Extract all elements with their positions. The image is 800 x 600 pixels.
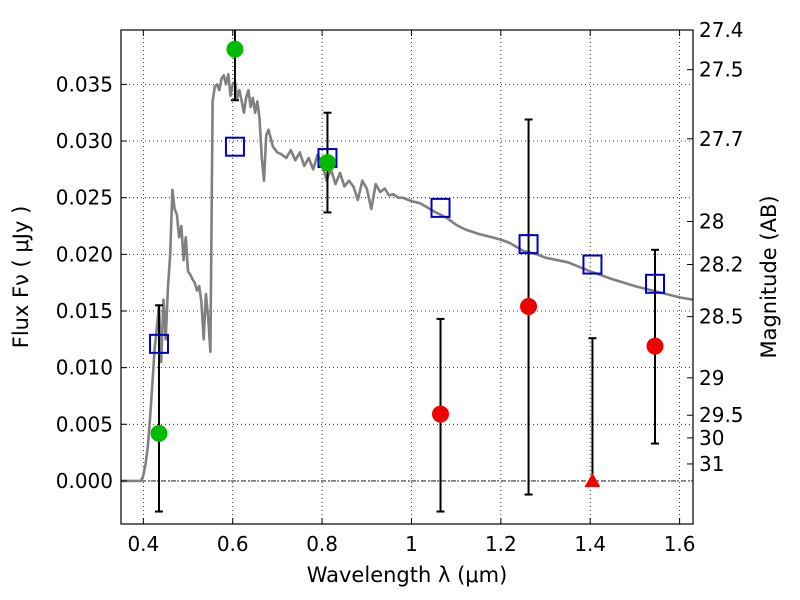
y2-tick-label: 29.5 xyxy=(699,403,744,427)
y-tick-label: 0.005 xyxy=(56,412,113,436)
x-tick-label: 1.2 xyxy=(485,532,517,556)
x-tick-label: 0.6 xyxy=(217,532,249,556)
y2-tick-label: 28.5 xyxy=(699,305,744,329)
x-tick-label: 0.8 xyxy=(306,532,338,556)
y-tick-label: 0.015 xyxy=(56,299,113,323)
markers xyxy=(148,40,666,487)
y2-axis-label: Magnitude (AB) xyxy=(757,195,781,358)
model-flux-square xyxy=(518,234,539,255)
detection-point xyxy=(318,154,336,172)
y2-tick-label: 27.7 xyxy=(699,127,744,151)
sed-model-line xyxy=(121,72,693,483)
x-tick-label: 1.4 xyxy=(574,532,606,556)
upper-limit-triangle xyxy=(584,472,601,487)
model-flux-square xyxy=(430,197,451,218)
x-tick-label: 1.6 xyxy=(664,532,696,556)
detection-point xyxy=(150,424,168,442)
low-significance-point xyxy=(520,297,538,315)
y2-tick-label: 28.2 xyxy=(699,253,744,277)
low-significance-point xyxy=(646,337,664,355)
model-flux-square xyxy=(582,254,603,275)
y-tick-label: 0.035 xyxy=(56,72,113,96)
low-significance-point xyxy=(432,405,450,423)
model-flux-square xyxy=(224,136,245,157)
x-tick-label: 0.4 xyxy=(127,532,159,556)
y-tick-label: 0.000 xyxy=(56,469,113,493)
model-flux-square xyxy=(645,273,666,294)
y2-tick-label: 31 xyxy=(699,452,724,476)
y2-tick-label: 27.5 xyxy=(699,58,744,82)
ticks: 0.4 0.6 0.8 1 1.2 1.4 1.6 0.000 0.005 0.010 0.015 0… xyxy=(56,18,744,556)
y-tick-label: 0.030 xyxy=(56,129,113,153)
y2-tick-label: 29 xyxy=(699,366,724,390)
y2-tick-label: 30 xyxy=(699,426,724,450)
model-flux-square xyxy=(148,333,169,354)
x-tick-label: 1 xyxy=(405,532,418,556)
y2-tick-label: 27.4 xyxy=(699,18,744,42)
y-axis-label: Flux Fν ( μJy ) xyxy=(9,206,33,349)
x-axis-label: Wavelength λ (μm) xyxy=(307,563,508,587)
y2-tick-label: 28 xyxy=(699,209,724,233)
plot-area xyxy=(121,72,693,483)
detection-point xyxy=(226,40,244,58)
y-tick-label: 0.010 xyxy=(56,356,113,380)
plot-frame xyxy=(120,29,694,525)
y-tick-label: 0.025 xyxy=(56,186,113,210)
y-tick-label: 0.020 xyxy=(56,242,113,266)
grid xyxy=(121,30,693,524)
